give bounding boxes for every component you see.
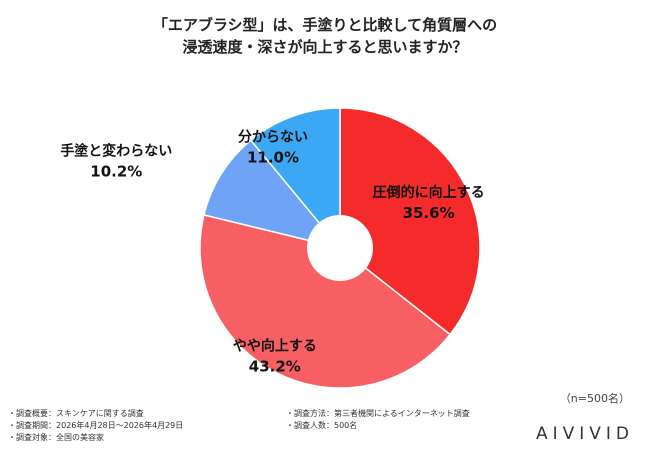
slice-value-3: 10.2%: [90, 163, 142, 181]
slice-label-2: やや向上する: [233, 338, 317, 355]
survey-method: ・調査方法：第三者機関によるインターネット調査: [286, 409, 470, 418]
sample-size-note: （n=500名）: [559, 392, 630, 405]
slice-label-1: 圧倒的に向上する: [373, 184, 485, 201]
survey-info-right: ・調査方法：第三者機関によるインターネット調査 ・調査人数：500名: [286, 408, 470, 432]
survey-overview: ・調査概要：スキンケアに関する調査: [8, 409, 144, 418]
chart-title: 「エアブラシ型」は、手塗りと比較して角質層への 浸透速度・深さが向上すると思いま…: [0, 14, 650, 58]
brand-logo: AIVIVID: [535, 424, 634, 444]
survey-period: ・調査期間：2026年4月28日〜2026年4月29日: [8, 421, 184, 430]
donut-hole: [307, 215, 373, 281]
chart-title-line-2: 浸透速度・深さが向上すると思いますか？: [182, 38, 468, 56]
slice-label-3: 手塗と変わらない: [60, 143, 172, 160]
slice-label-4: 分からない: [238, 129, 308, 145]
pie-slice-2: [199, 213, 452, 389]
slice-value-1: 35.6%: [403, 204, 455, 222]
pie-slice-3: [203, 139, 343, 250]
survey-target: ・調査対象：全国の美容家: [8, 433, 104, 442]
slice-value-2: 43.2%: [249, 358, 301, 376]
pie-slice-4: [249, 107, 341, 251]
pie-slice-1: [339, 107, 481, 336]
chart-title-line-1: 「エアブラシ型」は、手塗りと比較して角質層への: [152, 16, 498, 34]
slice-value-4: 11.0%: [247, 148, 299, 166]
survey-info-left: ・調査概要：スキンケアに関する調査 ・調査期間：2026年4月28日〜2026年…: [8, 408, 183, 444]
survey-count: ・調査人数：500名: [286, 421, 358, 430]
